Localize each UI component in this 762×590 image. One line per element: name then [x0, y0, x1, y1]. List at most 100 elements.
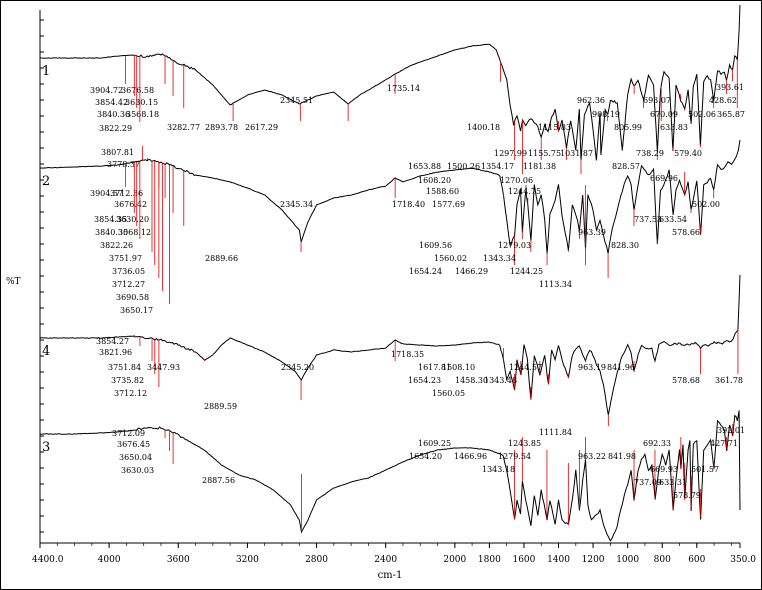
peak-label: 1279.54	[498, 452, 531, 461]
peak-label: 502.06	[688, 110, 716, 119]
peak-label: 1031.87	[560, 149, 593, 158]
series-name-label: 3	[42, 440, 50, 455]
peak-label: 3712.36	[110, 189, 143, 198]
peak-label: 1577.69	[432, 200, 465, 209]
spectrum-line-1	[39, 4, 741, 161]
peak-label: 1466.29	[455, 267, 488, 276]
peak-label: 962.36	[577, 96, 605, 105]
peak-label: 1458.30	[455, 376, 488, 385]
peak-label: 1500.26	[447, 162, 480, 171]
peak-label: 828.57	[612, 162, 640, 171]
x-tick-label: 2400	[374, 555, 397, 565]
peak-label: 669.93	[650, 465, 678, 474]
peak-label: 1343.18	[482, 465, 515, 474]
peak-label: 1111.84	[539, 428, 572, 437]
y-axis	[40, 19, 44, 533]
peak-label: 3840.36	[97, 110, 130, 119]
peak-label: 1244.57	[509, 363, 542, 372]
peak-label: 1508.10	[442, 363, 475, 372]
peak-label: 3854.35	[94, 215, 127, 224]
peak-label: 427.71	[710, 439, 738, 448]
peak-label: 2345.20	[281, 363, 314, 372]
peak-label: 1654.23	[408, 376, 441, 385]
peak-label: 3568.18	[126, 110, 159, 119]
peak-label: 3676.58	[121, 86, 154, 95]
x-tick-label: 1000	[616, 555, 639, 565]
peak-label: 3840.30	[95, 228, 128, 237]
peak-label: 3650.17	[120, 306, 153, 315]
peak-label: 963.19	[578, 363, 606, 372]
peak-label: 1343.48	[484, 376, 517, 385]
peak-label: 1297.99	[494, 149, 527, 158]
peak-label: 1588.60	[426, 187, 459, 196]
peak-label: 2345.51	[280, 96, 313, 105]
peak-label: 1270.06	[500, 176, 533, 185]
peak-label: 361.78	[715, 376, 743, 385]
peak-label: 908.19	[592, 110, 620, 119]
peak-label: 579.40	[674, 149, 702, 158]
peak-label: 1654.20	[409, 452, 442, 461]
peak-label: 578.68	[672, 376, 700, 385]
peak-label: 3854.42	[95, 98, 128, 107]
peak-label: 841.98	[608, 452, 636, 461]
peak-label: 1354.17	[481, 162, 514, 171]
x-tick-label: 2800	[305, 555, 328, 565]
peak-label: 1609.56	[419, 241, 452, 250]
peak-label: 693.07	[643, 96, 671, 105]
peak-label: 2887.56	[202, 476, 235, 485]
peak-label: 1279.03	[498, 241, 531, 250]
x-axis-label: cm-1	[378, 570, 403, 581]
peak-label: 1155.75	[528, 149, 561, 158]
x-tick-label: 3600	[167, 555, 190, 565]
peak-label: 3630.15	[125, 98, 158, 107]
peak-label: 3854.27	[96, 337, 129, 346]
x-tick-label: 600	[688, 555, 705, 565]
series-name-label: 2	[42, 174, 50, 189]
peak-label: 3821.96	[99, 348, 132, 357]
peak-label: 428.62	[709, 96, 737, 105]
y-axis-label: %T	[6, 277, 21, 287]
spectrum-line-2	[39, 139, 741, 254]
peak-label: 828.30	[611, 241, 639, 250]
peak-label: 1243.85	[508, 439, 541, 448]
peak-label: 3676.42	[114, 200, 147, 209]
x-tick-label: 350.0	[730, 555, 756, 565]
peak-label: 3630.03	[121, 466, 154, 475]
peak-label: 3904.72	[90, 86, 123, 95]
peak-label: 1654.24	[409, 267, 442, 276]
peak-label: 3751.97	[109, 254, 142, 263]
peak-label: 1244.75	[508, 187, 541, 196]
peak-label: 1718.35	[391, 350, 424, 359]
peak-label: 1343.34	[483, 254, 516, 263]
peak-label: 963.22	[578, 452, 606, 461]
peak-label: 1560.02	[434, 254, 467, 263]
series-name-label: 1	[42, 64, 50, 79]
peak-label: 3630.20	[116, 215, 149, 224]
x-tick-label: 1600	[512, 555, 535, 565]
peak-label: 633.54	[659, 215, 687, 224]
peak-label: 393.61	[716, 83, 744, 92]
x-tick-label: 3200	[236, 555, 259, 565]
peak-label: 1608.20	[418, 176, 451, 185]
peak-label: 2617.29	[245, 123, 278, 132]
peak-label: 3822.29	[99, 124, 132, 133]
peak-label: 1113.34	[539, 280, 572, 289]
peak-label: 3736.05	[112, 267, 145, 276]
peak-label: 1735.14	[387, 84, 420, 93]
peak-label: 2889.66	[205, 254, 238, 263]
peak-label: 1560.05	[432, 389, 465, 398]
peak-label: 3676.45	[117, 440, 150, 449]
peak-label: 692.33	[643, 439, 671, 448]
spectrum-line-3	[39, 410, 741, 542]
peak-label: 669.96	[650, 174, 678, 183]
x-tick-label: 1800	[478, 555, 501, 565]
peak-label: 3822.26	[100, 241, 133, 250]
peak-label: 578.66	[672, 228, 700, 237]
peak-label: 392.01	[717, 426, 745, 435]
x-tick-label: 1400	[547, 555, 570, 565]
x-tick-label: 800	[654, 555, 671, 565]
peak-label: 3904.57	[90, 189, 123, 198]
peak-label: 2889.59	[204, 402, 237, 411]
